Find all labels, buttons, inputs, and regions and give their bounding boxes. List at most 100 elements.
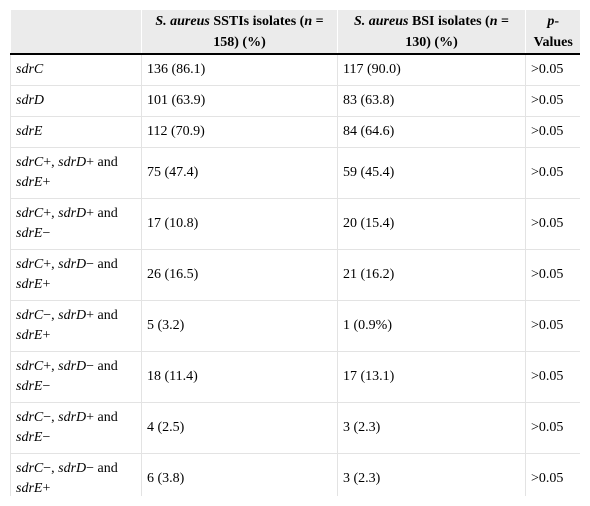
table-row: sdrC−, sdrD+ and sdrE− 4 (2.5) 3 (2.3) >0.0… [10, 402, 580, 454]
table-row: sdrE 112 (70.9) 84 (64.6) >0.05 [10, 116, 580, 148]
header-bsi: S. aureus BSI isolates (n = 130) (%) [337, 10, 526, 55]
gene-name: sdrC [16, 308, 44, 323]
p-value-cell: >0.05 [525, 402, 580, 454]
gene-sign: + [42, 175, 51, 190]
gene-name: sdrD [58, 155, 87, 170]
header-bsi-label: BSI isolates ( [408, 13, 490, 29]
p-value-cell: >0.05 [525, 116, 580, 148]
gene-sign: +, [43, 206, 59, 221]
gene-name: sdrD [58, 461, 87, 476]
gene-name: sdrD [58, 257, 87, 272]
gene-name: sdrD [58, 308, 87, 323]
gene-sign: + [42, 481, 51, 496]
gene-name: sdrC [16, 410, 44, 425]
gene-sign: + [42, 328, 51, 343]
gene-name: sdrD [58, 206, 87, 221]
p-value-cell: >0.05 [525, 85, 580, 117]
gene-cell: sdrD [10, 85, 142, 117]
gene-name: sdrC [16, 206, 44, 221]
gene-sign: −, [43, 308, 59, 323]
gene-name: sdrE [16, 481, 43, 496]
gene-sign: − [42, 379, 51, 394]
table-row: sdrC+, sdrD− and sdrE− 18 (11.4) 17 (13.1)… [10, 351, 580, 403]
bsi-cell: 20 (15.4) [337, 198, 526, 250]
bsi-cell: 3 (2.3) [337, 453, 526, 496]
gene-cell: sdrC−, sdrD− and sdrE+ [10, 453, 142, 496]
table-row: sdrC−, sdrD+ and sdrE+ 5 (3.2) 1 (0.9%) >0.… [10, 300, 580, 352]
bsi-cell: 1 (0.9%) [337, 300, 526, 352]
gene-sign: +, [43, 155, 59, 170]
gene-distribution-table: S. aureus SSTIs isolates (n = 158) (%) S… [10, 10, 580, 496]
sstis-cell: 26 (16.5) [141, 249, 338, 301]
sstis-cell: 75 (47.4) [141, 147, 338, 199]
gene-name: sdrD [58, 410, 87, 425]
bsi-cell: 84 (64.6) [337, 116, 526, 148]
gene-sign: − and [86, 359, 118, 374]
gene-name: sdrC [16, 461, 44, 476]
bsi-cell: 59 (45.4) [337, 147, 526, 199]
header-gene [10, 10, 142, 55]
table-row: sdrD 101 (63.9) 83 (63.8) >0.05 [10, 85, 580, 117]
p-value-cell: >0.05 [525, 453, 580, 496]
gene-cell: sdrC−, sdrD+ and sdrE− [10, 402, 142, 454]
gene-name: sdrC [16, 359, 44, 374]
p-value-cell: >0.05 [525, 249, 580, 301]
gene-name: sdrD [58, 359, 87, 374]
table-row: sdrC+, sdrD+ and sdrE+ 75 (47.4) 59 (45.4)… [10, 147, 580, 199]
table-row: sdrC+, sdrD− and sdrE+ 26 (16.5) 21 (16.2)… [10, 249, 580, 301]
gene-name: sdrC [16, 155, 44, 170]
table-row: sdrC 136 (86.1) 117 (90.0) >0.05 [10, 54, 580, 86]
gene-sign: − [42, 430, 51, 445]
gene-sign: +, [43, 359, 59, 374]
gene-sign: − [42, 226, 51, 241]
gene-sign: − and [86, 461, 118, 476]
gene-name: sdrE [16, 277, 43, 292]
sstis-cell: 18 (11.4) [141, 351, 338, 403]
gene-name: sdrE [16, 124, 43, 139]
bsi-cell: 83 (63.8) [337, 85, 526, 117]
gene-name: sdrD [16, 93, 45, 108]
header-p-label: -Values [533, 13, 573, 50]
table-row: sdrC+, sdrD+ and sdrE− 17 (10.8) 20 (15.4)… [10, 198, 580, 250]
table-row: sdrC−, sdrD− and sdrE+ 6 (3.8) 3 (2.3) >0.0… [10, 453, 580, 496]
p-value-cell: >0.05 [525, 147, 580, 199]
gene-sign: −, [43, 410, 59, 425]
gene-cell: sdrC−, sdrD+ and sdrE+ [10, 300, 142, 352]
gene-name: sdrC [16, 62, 44, 77]
header-sstis-n: n [304, 13, 313, 29]
gene-name: sdrE [16, 226, 43, 241]
gene-sign: + [42, 277, 51, 292]
header-sstis: S. aureus SSTIs isolates (n = 158) (%) [141, 10, 338, 55]
bsi-cell: 3 (2.3) [337, 402, 526, 454]
gene-cell: sdrE [10, 116, 142, 148]
gene-cell: sdrC+, sdrD− and sdrE− [10, 351, 142, 403]
sstis-cell: 4 (2.5) [141, 402, 338, 454]
bsi-cell: 17 (13.1) [337, 351, 526, 403]
gene-sign: −, [43, 461, 59, 476]
sstis-cell: 17 (10.8) [141, 198, 338, 250]
gene-sign: + and [86, 206, 118, 221]
p-value-cell: >0.05 [525, 300, 580, 352]
gene-name: sdrC [16, 257, 44, 272]
gene-name: sdrE [16, 430, 43, 445]
header-bsi-n: n [489, 13, 498, 29]
gene-sign: − and [86, 257, 118, 272]
gene-cell: sdrC+, sdrD+ and sdrE+ [10, 147, 142, 199]
gene-name: sdrE [16, 175, 43, 190]
gene-name: sdrE [16, 379, 43, 394]
header-sstis-count: = 158) (%) [213, 13, 324, 50]
table-container: S. aureus SSTIs isolates (n = 158) (%) S… [10, 10, 580, 496]
gene-sign: + and [86, 308, 118, 323]
p-value-cell: >0.05 [525, 351, 580, 403]
gene-cell: sdrC [10, 54, 142, 86]
gene-sign: + and [86, 155, 118, 170]
p-value-cell: >0.05 [525, 54, 580, 86]
header-sstis-species: S. aureus [155, 13, 210, 29]
gene-sign: + and [86, 410, 118, 425]
sstis-cell: 5 (3.2) [141, 300, 338, 352]
bsi-cell: 21 (16.2) [337, 249, 526, 301]
sstis-cell: 112 (70.9) [141, 116, 338, 148]
header-bsi-species: S. aureus [353, 13, 409, 29]
gene-name: sdrE [16, 328, 43, 343]
gene-cell: sdrC+, sdrD− and sdrE+ [10, 249, 142, 301]
